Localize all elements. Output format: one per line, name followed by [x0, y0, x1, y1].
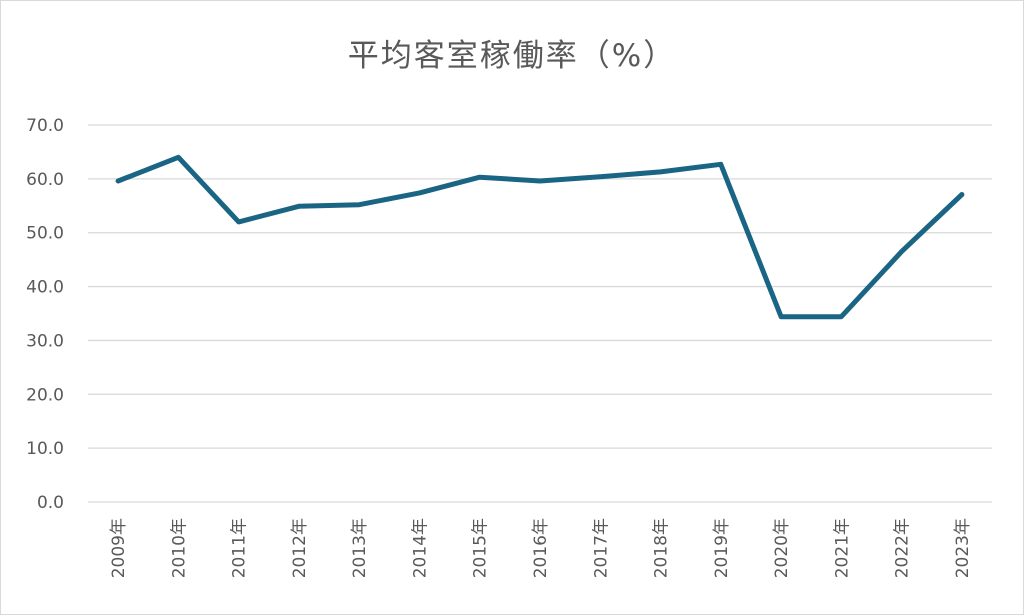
y-tick-label: 0.0 [37, 493, 64, 513]
y-tick-label: 70.0 [26, 116, 64, 136]
x-tick-label: 2019年 [712, 518, 732, 578]
x-tick-label: 2015年 [471, 518, 491, 578]
x-tick-label: 2009年 [109, 518, 129, 578]
x-axis-ticks: 2009年 2010年 2011年 2012年 2013年 2014年 2015年 2016年… [109, 518, 973, 578]
y-axis-ticks: 0.0 10.0 20.0 30.0 40.0 50.0 60.0 70.0 [26, 116, 64, 513]
y-tick-label: 40.0 [26, 278, 64, 298]
x-tick-label: 2013年 [350, 518, 370, 578]
x-tick-label: 2017年 [591, 518, 611, 578]
y-tick-label: 60.0 [26, 170, 64, 190]
series-line [115, 154, 965, 320]
x-tick-label: 2023年 [953, 518, 973, 578]
x-tick-label: 2020年 [772, 518, 792, 578]
x-tick-label: 2016年 [531, 518, 551, 578]
y-tick-label: 30.0 [26, 331, 64, 351]
x-tick-label: 2014年 [410, 518, 430, 578]
x-tick-label: 2022年 [893, 518, 913, 578]
y-tick-label: 20.0 [26, 385, 64, 405]
x-tick-label: 2018年 [652, 518, 672, 578]
y-tick-label: 50.0 [26, 224, 64, 244]
x-tick-label: 2021年 [832, 518, 852, 578]
chart-title: 平均客室稼働率（%） [347, 38, 677, 74]
x-tick-label: 2011年 [230, 518, 250, 578]
x-tick-label: 2010年 [169, 518, 189, 578]
x-tick-label: 2012年 [290, 518, 310, 578]
series-layer [115, 154, 965, 320]
y-tick-label: 10.0 [26, 439, 64, 459]
